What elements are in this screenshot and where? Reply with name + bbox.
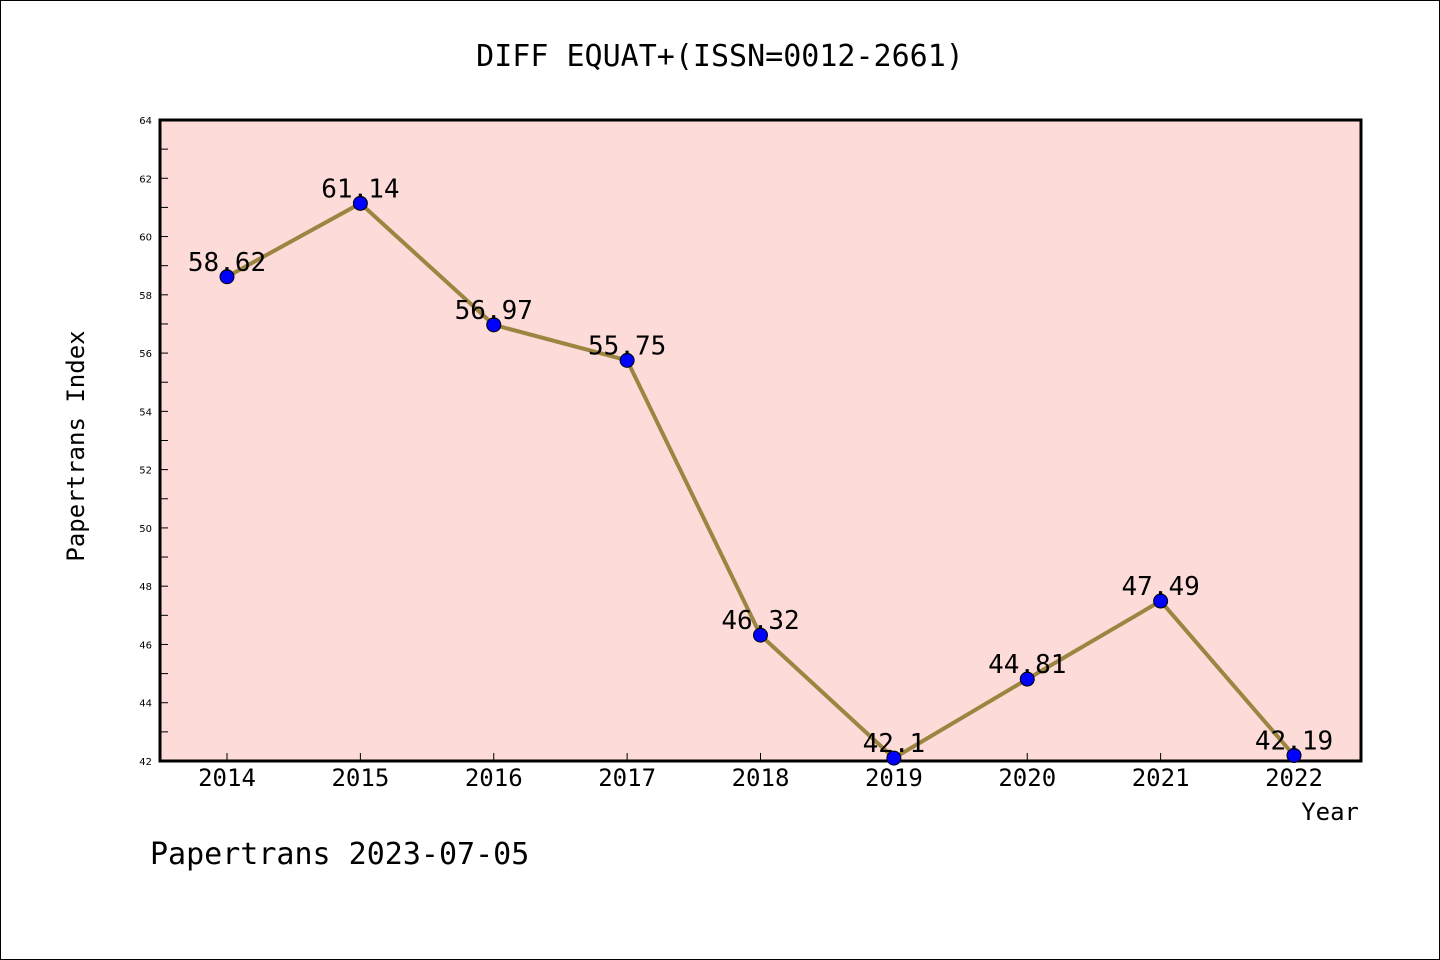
data-point [486,317,502,333]
y-axis: 42 44 46 48 50 52 54 56 58 60 62 64 [139,116,168,768]
y-tick-label: 54 [139,407,152,418]
y-tick-label: 56 [139,349,152,360]
y-tick-label: 46 [139,640,152,651]
y-tick-label: 52 [139,466,152,477]
x-tick-label: 2021 [1132,764,1190,792]
y-tick-label: 42 [139,757,152,768]
data-label: 46.32 [721,606,799,636]
x-tick-label: 2022 [1265,764,1323,792]
x-tick-label: 2016 [465,764,523,792]
data-point [753,627,768,643]
data-label: 44.81 [988,650,1066,680]
series-points-group [219,195,1302,766]
data-label: 56.97 [455,296,533,326]
data-label: 42.1 [863,729,926,759]
footer-text: Papertrans 2023-07-05 [150,837,529,872]
x-tick-label: 2014 [198,764,256,792]
x-tick-label: 2017 [598,764,656,792]
y-tick-label: 62 [139,174,152,185]
x-tick-label: 2020 [998,764,1056,792]
y-tick-label: 60 [139,233,152,244]
y-tick-label: 50 [139,524,152,535]
x-axis: 2014 2015 2016 2017 2018 2019 2020 2021 2022 [198,753,1323,792]
x-tick-label: 2019 [865,764,923,792]
y-tick-label: 44 [139,699,152,710]
x-axis-label: Year [1301,798,1359,826]
data-point [1286,747,1302,763]
data-point [1019,671,1035,687]
data-label: 58.62 [188,248,266,278]
chart-title: DIFF EQUAT+(ISSN=0012-2661) [476,39,964,74]
y-tick-label: 58 [139,291,152,302]
y-axis-label: Papertrans Index [62,330,90,561]
data-label: 42.19 [1255,726,1333,756]
data-label: 47.49 [1121,572,1199,602]
data-label: 55.75 [588,331,666,361]
y-tick-label: 48 [139,582,152,593]
x-tick-label: 2015 [331,764,389,792]
data-point [886,750,902,766]
data-labels-group: 58.62 61.14 56.97 55.75 46.32 42.1 44.81 47.49 4… [188,174,1333,759]
data-point [1153,593,1169,609]
data-point [619,352,635,368]
plot-area [158,118,1363,763]
x-tick-label: 2018 [732,764,790,792]
y-tick-label: 64 [139,116,152,127]
data-label: 61.14 [321,174,399,204]
data-point [352,195,368,211]
data-point [219,269,235,285]
